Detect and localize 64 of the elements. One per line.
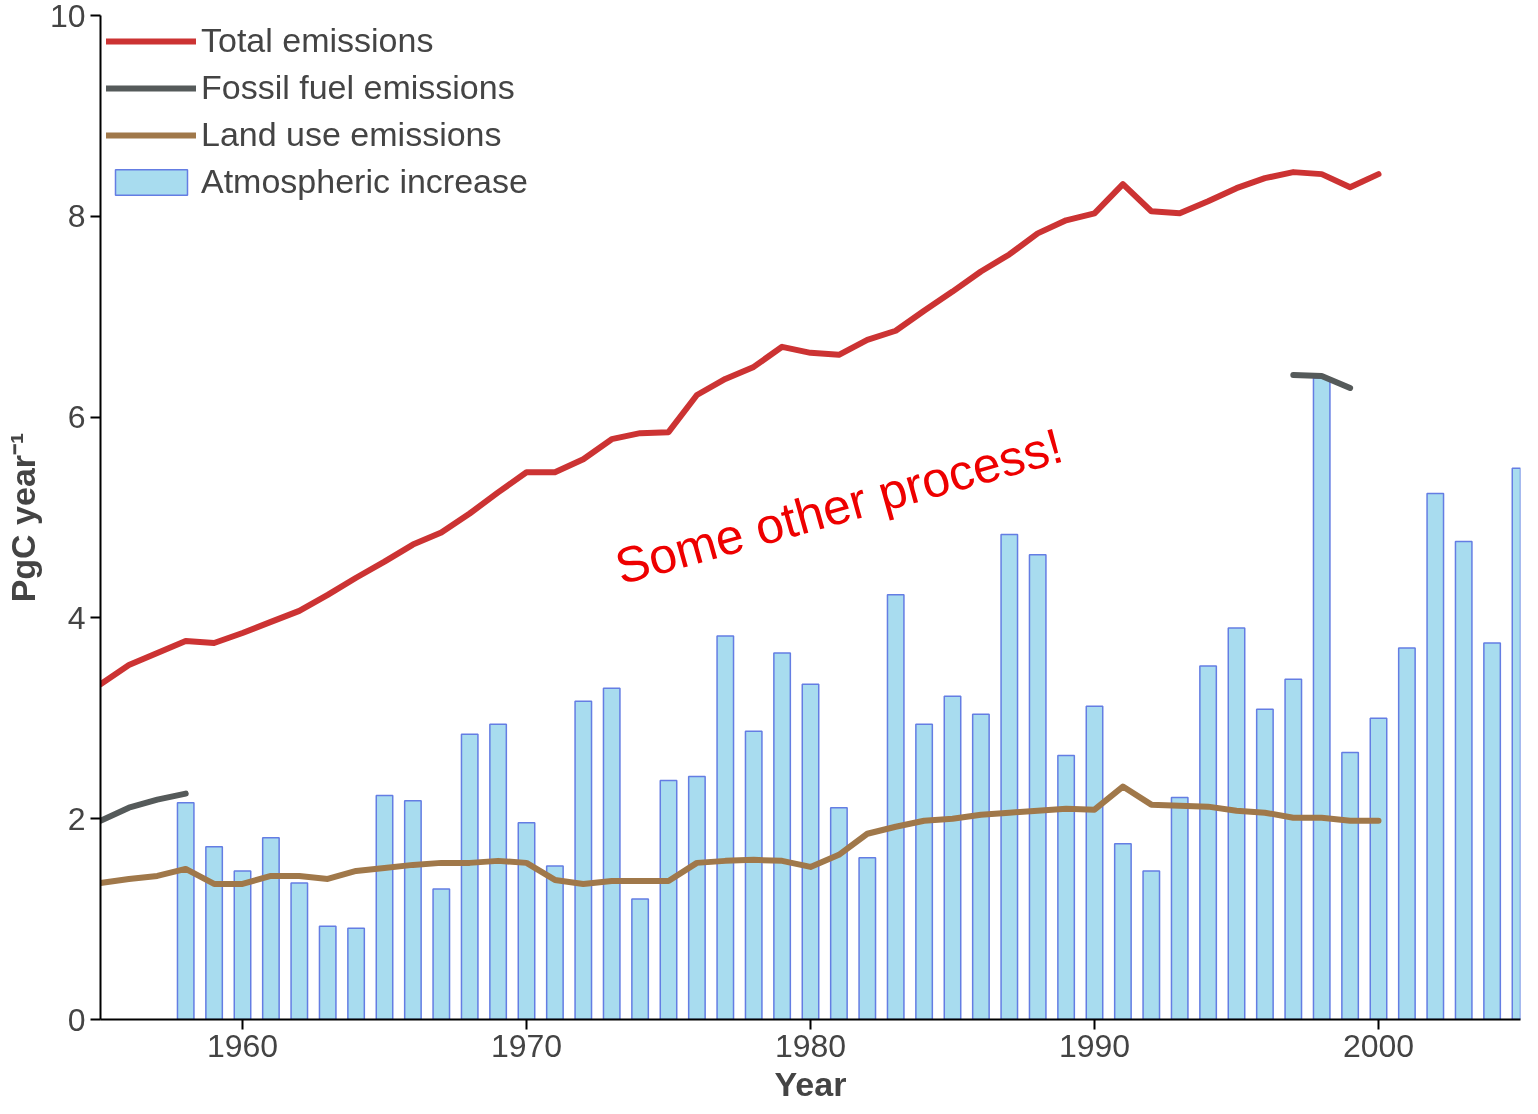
bar (1113, 843, 1132, 1020)
bar (1142, 870, 1161, 1020)
x-tick-label: 1960 (206, 1027, 279, 1064)
x-tick-label: 2000 (1342, 1027, 1415, 1064)
bar (574, 700, 593, 1020)
bar (631, 898, 650, 1020)
bar (1227, 627, 1246, 1020)
bar (1170, 796, 1189, 1020)
bar (659, 779, 678, 1020)
legend-label: Fossil fuel emissions (201, 68, 515, 107)
bar (773, 652, 792, 1020)
x-tick-label: 1980 (774, 1027, 847, 1064)
x-tick-label: 1990 (1058, 1027, 1131, 1064)
bar (858, 857, 877, 1020)
bar (1284, 678, 1303, 1020)
legend-label: Atmospheric increase (201, 162, 528, 201)
bar (460, 733, 479, 1020)
bar (1028, 553, 1047, 1020)
bar (744, 730, 763, 1020)
bar (1426, 492, 1445, 1020)
bar (915, 723, 934, 1020)
bar (517, 821, 536, 1020)
bar (1255, 708, 1274, 1020)
bar (375, 794, 394, 1020)
y-tick-label: 0 (67, 1001, 86, 1038)
bar (233, 870, 252, 1020)
bar (716, 635, 735, 1020)
bar (801, 683, 820, 1020)
bar (545, 865, 564, 1020)
bar (318, 925, 337, 1020)
x-axis-title: Year (774, 1064, 847, 1103)
y-axis-title: PgC year⁻¹ (3, 432, 42, 603)
y-tick-label: 8 (67, 198, 86, 235)
bar (1483, 642, 1502, 1020)
bar (1057, 754, 1076, 1020)
bar (1454, 540, 1473, 1020)
y-tick-label: 4 (67, 599, 86, 636)
bar (432, 888, 451, 1020)
bar (687, 775, 706, 1020)
bar (290, 882, 309, 1020)
bar (1199, 665, 1218, 1020)
legend-label: Total emissions (201, 21, 434, 60)
bar (176, 801, 195, 1020)
legend-label: Land use emissions (201, 115, 502, 154)
bar (602, 687, 621, 1020)
bar (943, 695, 962, 1020)
bar (347, 927, 366, 1020)
y-tick-label: 6 (67, 399, 86, 436)
bar (403, 799, 422, 1020)
bar (971, 713, 990, 1020)
bar (886, 594, 905, 1020)
bar (1085, 705, 1104, 1020)
bar (261, 837, 280, 1020)
bar (1341, 751, 1360, 1020)
bar (829, 806, 848, 1020)
bar (1369, 717, 1388, 1020)
bar (205, 846, 224, 1020)
y-tick-label: 10 (49, 0, 86, 34)
y-tick-label: 2 (67, 800, 86, 837)
bar (1000, 533, 1019, 1020)
bar (489, 723, 508, 1020)
bar (1397, 647, 1416, 1020)
bar (1312, 377, 1331, 1020)
x-tick-label: 1970 (490, 1027, 563, 1064)
